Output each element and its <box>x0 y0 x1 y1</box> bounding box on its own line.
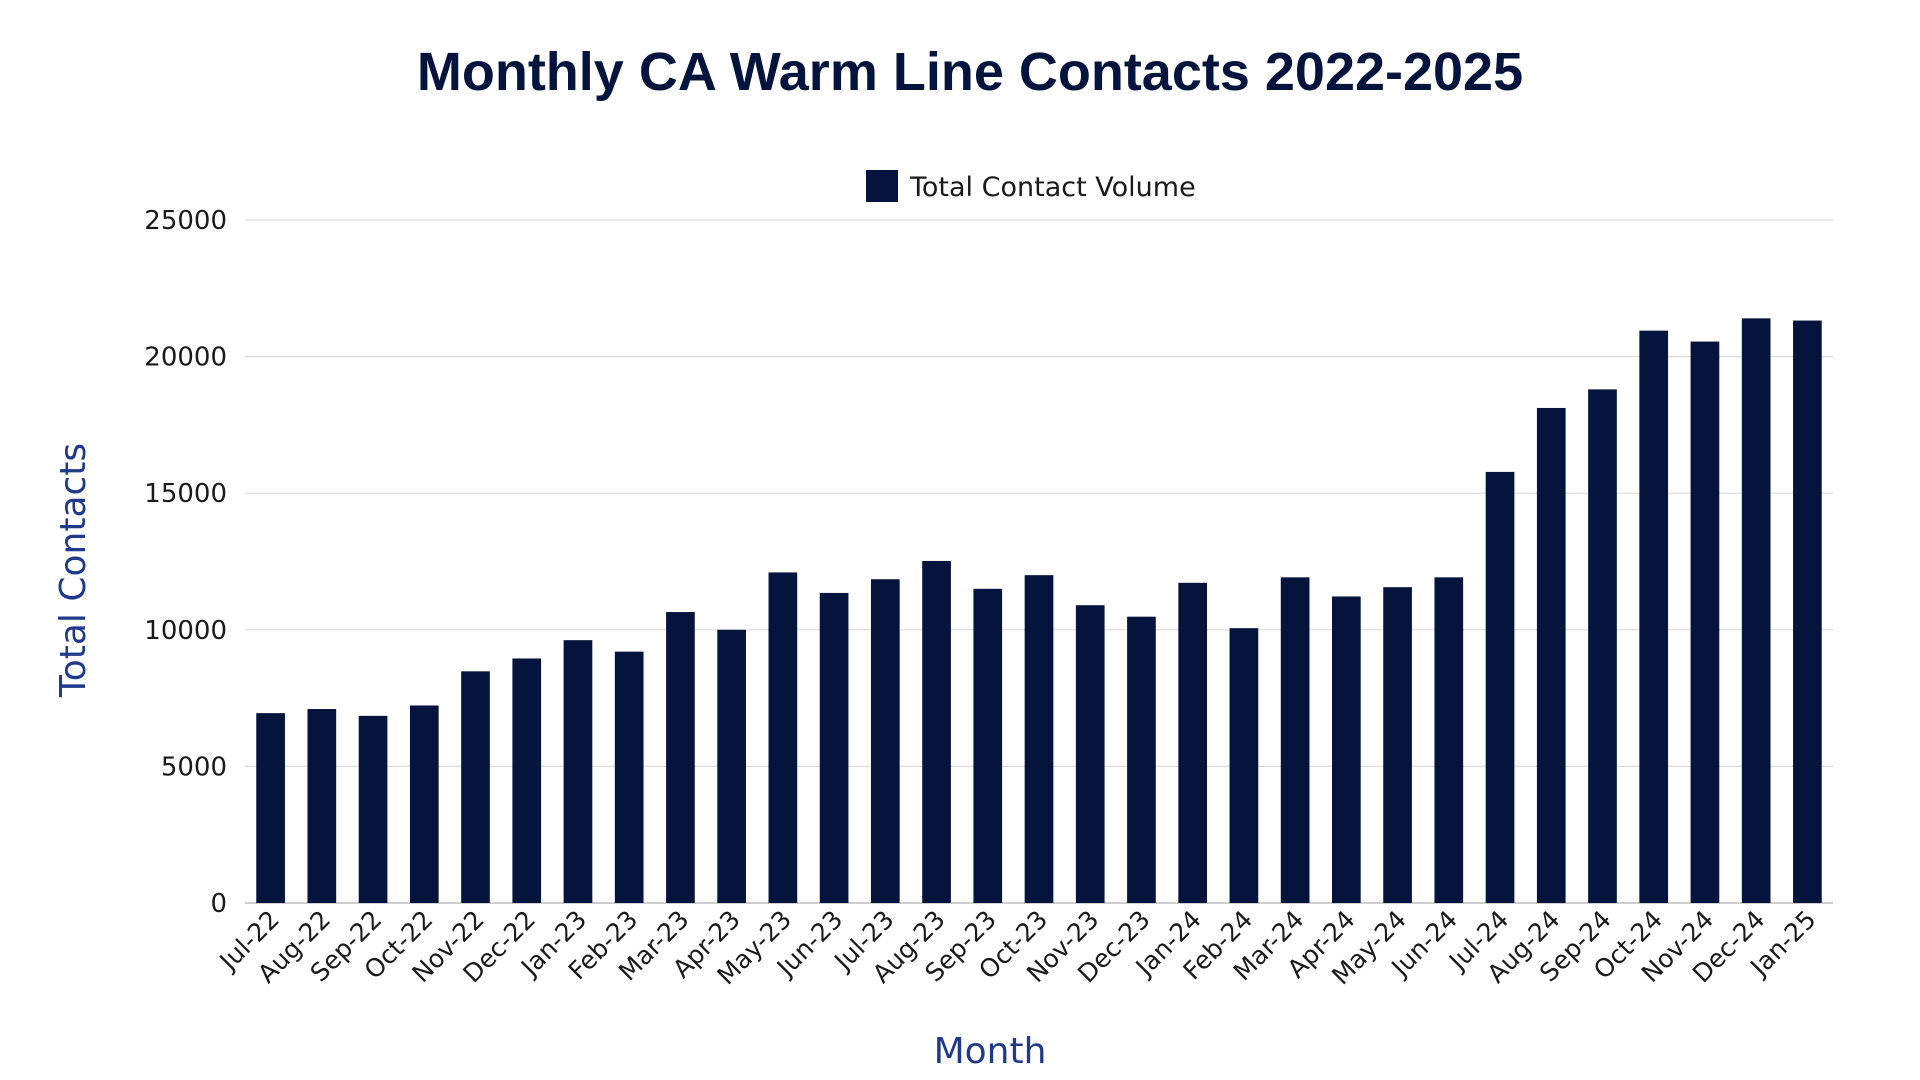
legend-swatch <box>866 170 898 202</box>
bar-apr-23 <box>717 629 746 903</box>
x-axis-ticks: Jul-22Aug-22Sep-22Oct-22Nov-22Dec-22Jan-… <box>213 905 1822 991</box>
bar-sep-23 <box>973 588 1003 903</box>
bar-jun-23 <box>819 592 849 903</box>
bar-oct-23 <box>1024 575 1054 903</box>
chart-title: Monthly CA Warm Line Contacts 2022-2025 <box>417 42 1523 102</box>
bar-jan-24 <box>1178 582 1208 903</box>
bars <box>256 318 1822 904</box>
y-tick-label: 25000 <box>144 206 227 236</box>
bar-oct-24 <box>1639 330 1669 903</box>
y-axis-title: Total Contacts <box>53 443 94 698</box>
x-axis-title: Month <box>934 1031 1047 1072</box>
bar-aug-24 <box>1536 407 1566 903</box>
bar-aug-22 <box>307 709 337 903</box>
bar-jul-22 <box>256 713 285 903</box>
bar-jul-23 <box>870 579 900 903</box>
y-tick-label: 15000 <box>144 479 227 509</box>
bar-feb-24 <box>1229 628 1259 903</box>
bar-feb-23 <box>614 651 644 903</box>
bar-nov-22 <box>461 671 490 903</box>
bar-dec-23 <box>1127 616 1156 903</box>
bar-oct-22 <box>409 705 439 903</box>
bar-dec-24 <box>1741 318 1771 903</box>
y-tick-label: 0 <box>210 889 227 919</box>
bar-apr-24 <box>1332 596 1361 903</box>
legend: Total Contact Volume <box>866 170 1196 203</box>
legend-label: Total Contact Volume <box>909 172 1196 203</box>
bar-jun-24 <box>1434 577 1464 903</box>
bar-sep-24 <box>1588 389 1617 903</box>
y-tick-label: 10000 <box>144 616 227 646</box>
bar-nov-24 <box>1690 341 1720 904</box>
bar-mar-23 <box>666 612 695 903</box>
bar-mar-24 <box>1280 577 1310 903</box>
bar-may-23 <box>768 572 798 903</box>
bar-nov-23 <box>1075 605 1105 903</box>
bar-dec-22 <box>512 658 542 903</box>
bar-aug-23 <box>922 560 951 903</box>
bar-sep-22 <box>358 715 388 903</box>
y-axis-ticks: 0 5000 10000 15000 20000 25000 <box>144 206 227 919</box>
y-tick-label: 5000 <box>161 752 227 782</box>
y-tick-label: 20000 <box>144 343 227 373</box>
bar-jan-25 <box>1793 320 1822 903</box>
bar-may-24 <box>1383 587 1412 903</box>
bar-jan-23 <box>563 640 593 903</box>
bar-jul-24 <box>1485 471 1515 903</box>
